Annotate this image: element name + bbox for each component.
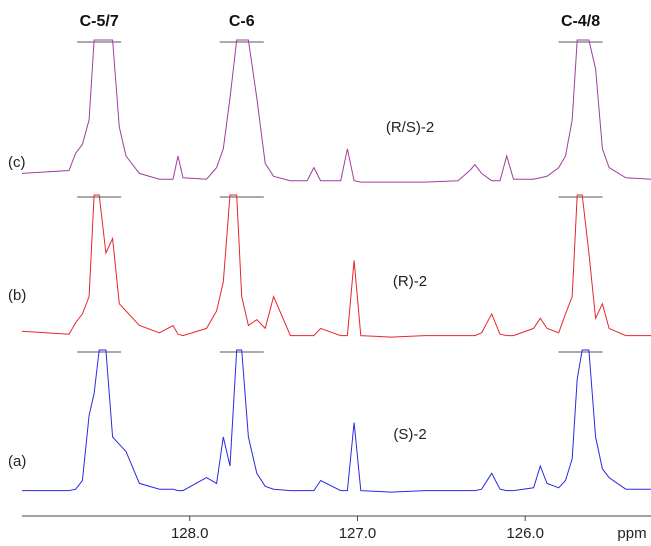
signal-label: C-6	[229, 13, 255, 30]
signal-label: C-5/7	[80, 13, 119, 30]
x-tick-label: 128.0	[171, 525, 209, 542]
signal-label: C-4/8	[561, 13, 600, 30]
series-label: (R/S)-2	[386, 119, 434, 136]
panel-label: (a)	[8, 453, 26, 470]
spectrum	[21, 194, 651, 338]
series-label: (S)-2	[393, 426, 426, 443]
series-label: (R)-2	[393, 273, 427, 290]
x-tick-label: 127.0	[339, 525, 377, 542]
x-axis-label: ppm	[617, 525, 646, 542]
panel-label: (b)	[8, 287, 26, 304]
panel-label: (c)	[8, 154, 26, 171]
spectrum	[22, 349, 651, 493]
x-tick-label: 126.0	[506, 525, 544, 542]
spectrum	[21, 39, 651, 183]
